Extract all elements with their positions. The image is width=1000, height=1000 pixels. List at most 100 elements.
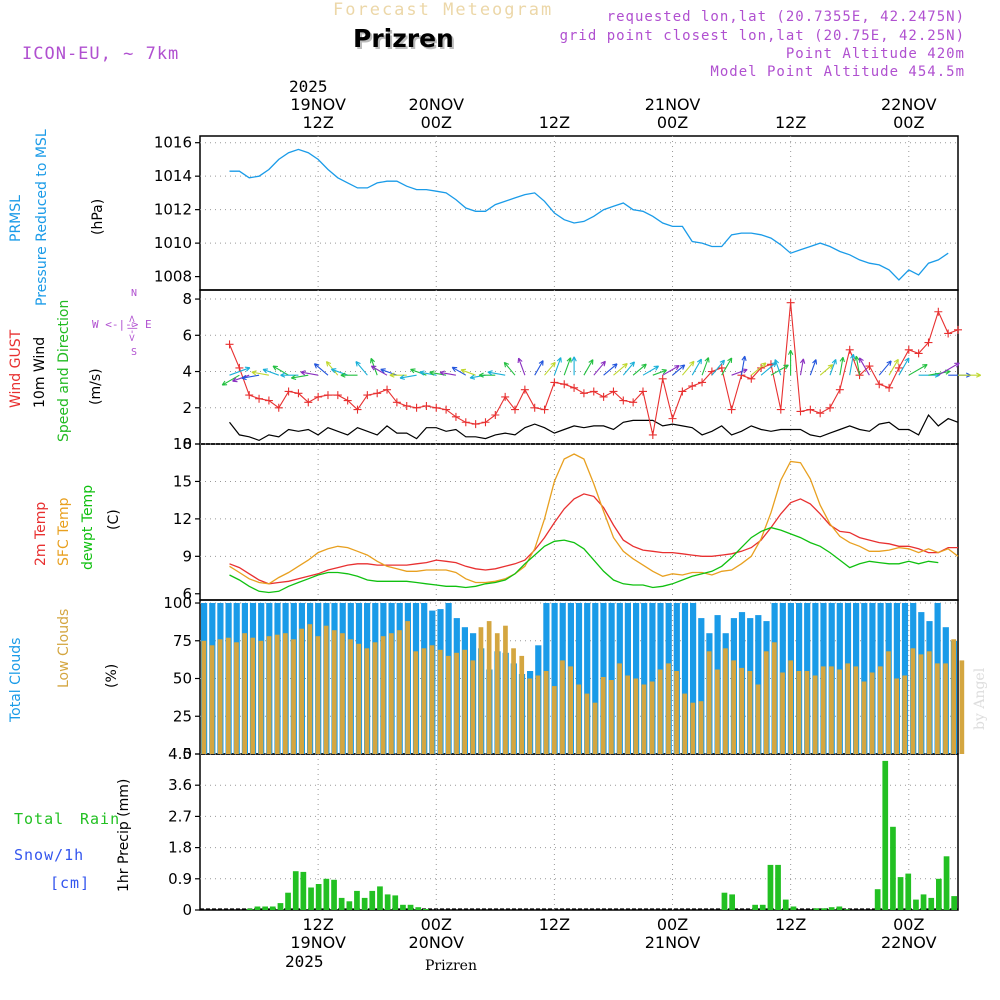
year-label-top: 2025: [289, 77, 328, 96]
rain-bar: [246, 908, 253, 910]
rain-bar: [262, 906, 268, 910]
low-cloud-bar: [935, 663, 940, 754]
wind-gust-marker: [806, 405, 815, 414]
low-cloud-bar: [755, 684, 761, 754]
wind-direction-arrow: [898, 357, 910, 376]
low-cloud-bar: [633, 678, 639, 754]
pressure-frame: [199, 135, 959, 291]
wind-gust-marker: [658, 374, 667, 383]
low-cloud-bar: [625, 675, 630, 754]
low-cloud-bar: [894, 678, 899, 754]
total-cloud-bar: [698, 618, 705, 754]
temperature-ytick-label: 18: [173, 435, 192, 453]
precip-total-label: Total: [14, 810, 65, 828]
top-hour-label: 12Z: [775, 113, 806, 132]
wind-gust-marker: [530, 403, 539, 412]
rain-bar: [874, 889, 881, 910]
wind-gust-marker: [343, 396, 352, 405]
wind-direction-arrow: [534, 360, 544, 376]
rain-bar: [315, 884, 322, 910]
rain-bar: [936, 878, 942, 910]
wind-ytick-label: 6: [182, 326, 192, 344]
total-cloud-bar: [861, 603, 868, 754]
wind-direction-arrow: [380, 368, 398, 376]
rain-bar: [928, 897, 935, 910]
wind-direction-arrow: [819, 364, 834, 376]
wind-gust-marker: [264, 396, 273, 405]
bottom-hour-label: 12Z: [302, 915, 333, 934]
wind-gust-marker: [304, 398, 313, 407]
low-cloud-bar: [918, 654, 924, 754]
low-cloud-bar: [356, 643, 362, 754]
wind-direction-arrow: [593, 360, 606, 376]
precip-ytick-label: 4.5: [168, 745, 192, 763]
wind-direction-arrow: [251, 370, 269, 376]
wind-direction-arrow: [571, 356, 577, 376]
low-cloud-bar: [560, 660, 565, 754]
wind-direction-arrow: [399, 374, 417, 380]
precip-ytick-label: 0: [182, 901, 192, 919]
model-altitude: Model Point Altitude 454.5m: [710, 64, 965, 80]
low-cloud-bar: [723, 648, 728, 754]
wind-gust-line: [228, 302, 959, 436]
low-cloud-bar: [527, 678, 533, 754]
wind-gust-marker: [786, 298, 795, 307]
wind-gust-marker: [520, 385, 529, 394]
wind-gust-marker: [402, 401, 411, 410]
wind-ytick-label: 8: [182, 290, 192, 308]
page-title: Prizren: [353, 24, 454, 53]
low-cloud-bar: [706, 651, 712, 754]
wind-gust-marker: [816, 409, 825, 418]
wind-direction-arrow: [711, 359, 726, 376]
low-cloud-bar: [600, 677, 606, 754]
pressure-ytick-label: 1014: [154, 167, 192, 185]
rain-bar: [323, 878, 330, 910]
bottom-hour-label: 00Z: [657, 915, 688, 934]
wind-gust-marker: [570, 383, 579, 392]
wind-direction-arrow: [340, 372, 358, 378]
model-label: ICON-EU, ~ 7km: [22, 44, 180, 64]
wind-direction-arrow: [888, 358, 899, 376]
axes-layer: 1008101010121014101602468691215180255075…: [154, 95, 959, 952]
low-cloud-bar: [323, 625, 329, 754]
wind-direction-arrow: [503, 361, 516, 376]
wind-gust-marker: [235, 363, 244, 372]
low-cloud-bar: [543, 671, 549, 754]
precip-frame: [199, 753, 959, 911]
wind-gust-marker: [225, 340, 234, 349]
rain-bar: [951, 896, 957, 910]
rain-bar: [254, 906, 261, 910]
rain-bar: [392, 895, 399, 910]
wind-direction-arrow: [478, 372, 496, 378]
top-hour-label: 00Z: [657, 113, 688, 132]
rain-bar: [828, 907, 835, 910]
rain-bar: [920, 894, 927, 910]
wind-gust-marker: [648, 430, 657, 439]
low-cloud-bar: [674, 671, 679, 754]
wind-gust-marker: [845, 345, 854, 354]
pressure-ytick-label: 1010: [154, 234, 192, 252]
rain-bar: [767, 864, 774, 910]
wind-direction-arrow: [221, 374, 240, 386]
rain-bar: [400, 904, 406, 910]
wind-gust-marker: [412, 403, 421, 412]
low-cloud-bar: [372, 642, 378, 754]
low-cloud-bar: [234, 642, 239, 754]
total-cloud-bar: [681, 603, 689, 754]
wind-direction-arrow: [740, 355, 747, 376]
rain-bar: [897, 877, 904, 910]
temperature-ytick-label: 6: [182, 585, 192, 603]
low-cloud-bar: [886, 651, 891, 754]
rain-bar: [836, 906, 843, 910]
wind-direction-arrow: [672, 364, 686, 376]
wind-direction-arrow: [938, 362, 960, 376]
wind-gust-marker: [481, 418, 490, 427]
precip-ytick-label: 0.9: [168, 870, 192, 888]
rain-bar: [905, 873, 912, 910]
clouds-ytick-label: 50: [173, 670, 192, 688]
low-cloud-bar: [739, 667, 745, 754]
wind-direction-arrow: [701, 357, 710, 376]
rain-bar: [913, 899, 919, 910]
temperature-ytick-label: 9: [182, 547, 192, 565]
